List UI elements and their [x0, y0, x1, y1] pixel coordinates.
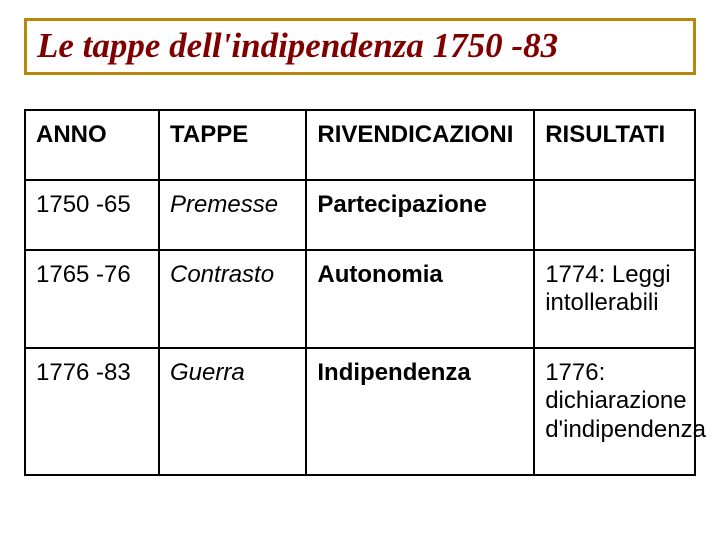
- cell-ris: [534, 180, 695, 250]
- stages-table: ANNO TAPPE RIVENDICAZIONI RISULTATI 1750…: [24, 109, 696, 477]
- cell-anno: 1765 -76: [25, 250, 159, 349]
- table-row: 1750 -65 Premesse Partecipazione: [25, 180, 695, 250]
- cell-tappe: Contrasto: [159, 250, 306, 349]
- cell-riv: Autonomia: [306, 250, 534, 349]
- cell-anno: 1776 -83: [25, 348, 159, 475]
- cell-tappe: Guerra: [159, 348, 306, 475]
- cell-riv: Indipendenza: [306, 348, 534, 475]
- table-header-row: ANNO TAPPE RIVENDICAZIONI RISULTATI: [25, 110, 695, 180]
- col-header-riv: RIVENDICAZIONI: [306, 110, 534, 180]
- cell-riv: Partecipazione: [306, 180, 534, 250]
- col-header-ris: RISULTATI: [534, 110, 695, 180]
- cell-anno: 1750 -65: [25, 180, 159, 250]
- slide: Le tappe dell'indipendenza 1750 -83 ANNO…: [0, 0, 720, 540]
- slide-title: Le tappe dell'indipendenza 1750 -83: [37, 27, 683, 66]
- title-box: Le tappe dell'indipendenza 1750 -83: [24, 18, 696, 75]
- col-header-anno: ANNO: [25, 110, 159, 180]
- col-header-tappe: TAPPE: [159, 110, 306, 180]
- table-row: 1765 -76 Contrasto Autonomia 1774: Leggi…: [25, 250, 695, 349]
- cell-ris: 1774: Leggi intollerabili: [534, 250, 695, 349]
- cell-ris: 1776: dichiarazione d'indipendenza: [534, 348, 695, 475]
- cell-tappe: Premesse: [159, 180, 306, 250]
- table-row: 1776 -83 Guerra Indipendenza 1776: dichi…: [25, 348, 695, 475]
